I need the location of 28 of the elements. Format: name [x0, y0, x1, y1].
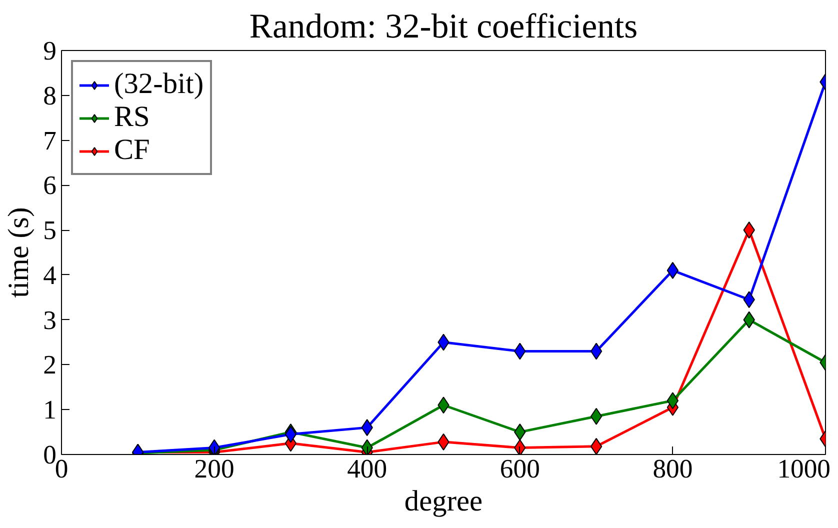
x-tick-label: 400	[347, 454, 388, 484]
y-tick-label: 9	[43, 36, 56, 66]
legend-label: (32-bit)	[114, 68, 204, 101]
point	[666, 392, 679, 410]
y-tick-label: 4	[43, 260, 56, 290]
y-tick-label: 6	[43, 170, 56, 200]
y-tick-label: 2	[43, 350, 56, 380]
point	[666, 262, 679, 279]
chart-title: Random: 32-bit coefficients	[249, 8, 638, 46]
point	[208, 439, 220, 454]
y-tick-label: 3	[43, 304, 56, 335]
y-tick-label: 1	[43, 394, 56, 425]
point	[590, 342, 602, 360]
point	[590, 438, 602, 454]
y-axis-title: time (s)	[3, 207, 36, 298]
legend-label: CF	[114, 134, 150, 167]
legend-label: RS	[114, 101, 150, 134]
x-tick-label: 800	[652, 454, 693, 484]
y-tick-label: 8	[43, 80, 56, 110]
point	[361, 439, 373, 454]
y-tick-label: 7	[43, 125, 56, 156]
point	[590, 408, 602, 425]
x-tick-label: 200	[194, 454, 234, 484]
x-tick-label: 600	[500, 454, 540, 484]
x-axis-title: degree	[404, 486, 483, 518]
point	[514, 439, 526, 454]
y-tick-label: 5	[43, 215, 56, 246]
x-tick-label: 1000	[777, 454, 830, 484]
